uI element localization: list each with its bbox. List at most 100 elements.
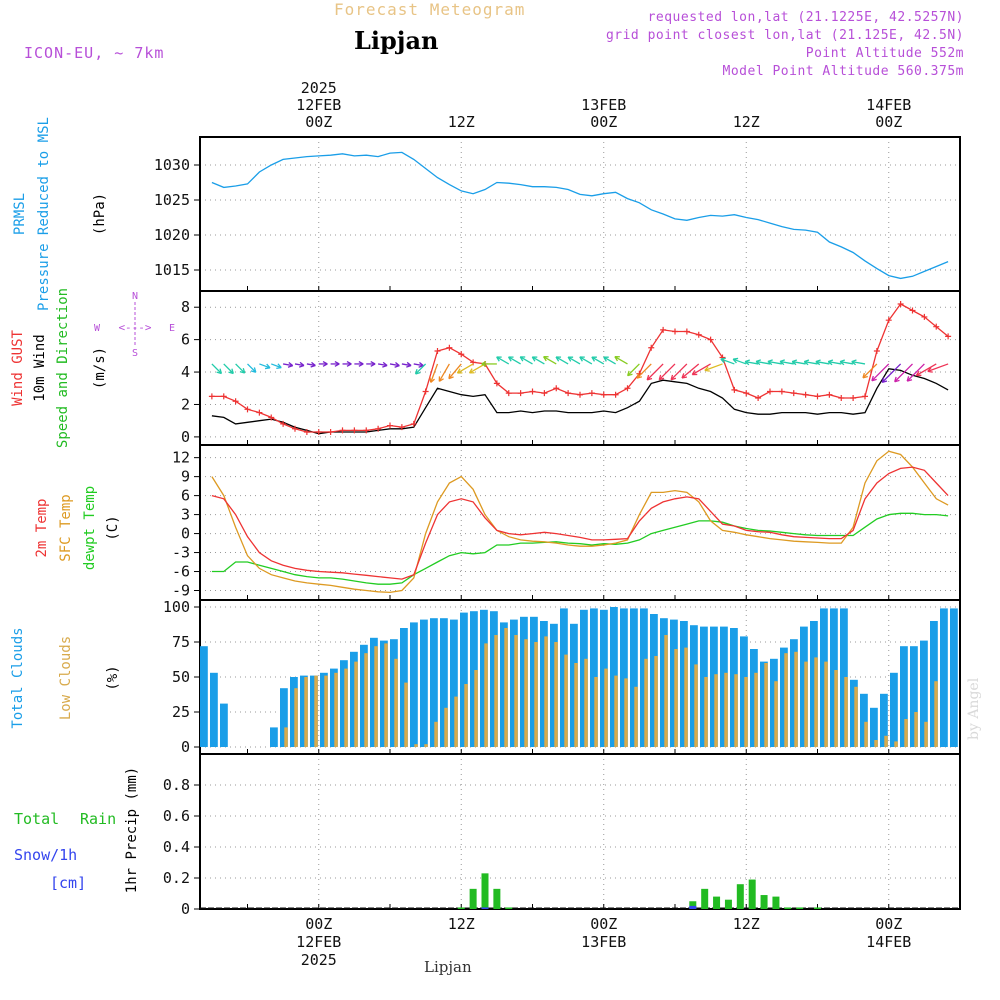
- gust-marker: [897, 300, 904, 307]
- total-cloud-bar: [460, 612, 468, 747]
- total-cloud-bar: [860, 693, 868, 747]
- rain-bar: [748, 879, 756, 909]
- total-cloud-bar: [210, 672, 218, 747]
- wind-arrowhead: [779, 359, 785, 366]
- low-cloud-bar: [584, 658, 588, 747]
- gust-marker: [672, 328, 678, 335]
- low-cloud-bar: [764, 663, 768, 747]
- y-tick-label: 75: [172, 633, 190, 651]
- rain-bar: [814, 907, 821, 909]
- gust-marker: [363, 427, 370, 434]
- total-cloud-bar: [740, 636, 748, 747]
- total-cloud-bar: [520, 616, 528, 747]
- wind-arrowhead: [406, 361, 412, 368]
- low-cloud-bar: [324, 675, 328, 747]
- wind-arrowhead: [627, 370, 633, 377]
- wind-arrowhead: [216, 368, 223, 375]
- sfc-label: SFC Temp: [58, 494, 74, 561]
- y-tick-label: 9: [181, 468, 190, 486]
- total-cloud-bar: [440, 618, 448, 747]
- low-cloud-bar: [744, 677, 748, 747]
- low-cloud-bar: [334, 672, 338, 747]
- wind-arrow: [792, 360, 806, 365]
- low-cloud-bar: [704, 677, 708, 747]
- y-tick-label: 6: [181, 331, 190, 349]
- gust-marker: [232, 398, 239, 405]
- gust-marker: [802, 391, 809, 398]
- gust-marker: [873, 347, 880, 354]
- gust-marker: [683, 328, 690, 335]
- grid-point-coords: grid point closest lon,lat (21.125E, 42.…: [605, 28, 964, 43]
- top-time-label: 00Z: [875, 113, 902, 131]
- rain-bar: [760, 895, 768, 909]
- gust-marker: [648, 344, 655, 351]
- wind-arrow: [646, 363, 664, 381]
- top-time-label: 2025: [301, 79, 337, 97]
- wind-arrow: [720, 358, 735, 365]
- low-cloud-bar: [454, 696, 458, 747]
- y-tick-label: 0: [181, 738, 190, 756]
- total-cloud-bar: [810, 621, 818, 747]
- gust-marker: [862, 393, 868, 400]
- y-tick-label: 25: [172, 703, 190, 721]
- rain-bar: [713, 896, 721, 909]
- wind-arrow: [732, 358, 747, 365]
- wind-arrowhead: [755, 359, 762, 366]
- low-cloud-bar: [424, 744, 428, 747]
- low-cloud-bar: [824, 661, 828, 747]
- y-tick-label: 0.4: [163, 838, 190, 856]
- gust-marker: [375, 425, 382, 432]
- total-cloud-bar: [650, 614, 658, 747]
- wind-arrow: [247, 363, 257, 373]
- gust-marker: [339, 427, 346, 434]
- wind-arrowhead: [346, 360, 352, 367]
- wind-arrow: [508, 356, 521, 365]
- gust-marker: [565, 390, 572, 397]
- wind-arrowhead: [744, 359, 750, 366]
- total-cloud-bar: [660, 618, 668, 747]
- total-cloud-bar: [690, 625, 698, 747]
- wind-arrow: [828, 361, 842, 365]
- total-cloud-bar: [880, 693, 888, 747]
- wind-arrow: [567, 356, 581, 365]
- low-cloud-bar: [644, 658, 648, 747]
- compass-south: S: [132, 348, 138, 359]
- y-tick-label: 3: [181, 506, 190, 524]
- wind-arrow: [779, 360, 794, 365]
- gust-marker: [660, 326, 667, 333]
- wind-arrowhead: [531, 356, 538, 362]
- bottom-time-label: 00Z: [305, 915, 332, 933]
- y-tick-label: 2: [181, 395, 190, 413]
- wind-arrow: [271, 363, 282, 369]
- wind-arrow: [894, 363, 913, 383]
- low-cloud-bar: [674, 649, 678, 747]
- wind-arrowhead: [862, 372, 868, 379]
- wind-arrow: [804, 360, 818, 365]
- wind-arrowhead: [894, 376, 900, 383]
- y-tick-label: 0: [181, 900, 190, 918]
- wind-arrowhead: [496, 356, 502, 362]
- total-cloud-bar: [760, 661, 768, 747]
- rain-bar: [469, 888, 477, 909]
- gust-marker: [493, 380, 500, 387]
- total-cloud-bar: [320, 672, 328, 747]
- precip-snow-label: Snow/1h: [14, 846, 77, 864]
- low-cloud-bar: [934, 681, 938, 747]
- low-cloud-bar: [904, 719, 908, 747]
- low-cloud-bar: [884, 735, 888, 747]
- total-cloud-bar: [640, 608, 648, 747]
- wind-arrow: [871, 363, 890, 382]
- wind-arrowhead: [519, 356, 526, 362]
- gust-marker: [790, 390, 797, 397]
- wind-arrowhead: [636, 373, 643, 379]
- low-cloud-bar: [794, 651, 798, 747]
- gust-marker: [933, 323, 940, 330]
- y-tick-label: 100: [163, 598, 190, 616]
- total-cloud-bar: [580, 609, 588, 747]
- pressure-line: [211, 151, 949, 280]
- total-cloud-bar: [750, 649, 758, 747]
- low-cloud-bar: [534, 642, 538, 747]
- gust-marker: [541, 390, 548, 397]
- total-cloud-bar: [410, 622, 418, 747]
